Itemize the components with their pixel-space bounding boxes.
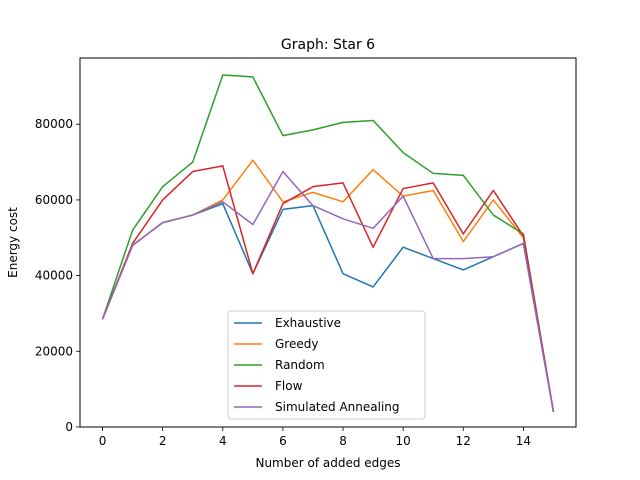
y-axis-label: Energy cost <box>6 207 20 278</box>
chart-title: Graph: Star 6 <box>281 37 375 53</box>
y-tick-label: 0 <box>65 420 73 434</box>
y-tick-label: 60000 <box>35 193 73 207</box>
legend-label-greedy: Greedy <box>275 337 318 351</box>
x-tick-label: 14 <box>516 434 531 448</box>
x-tick-label: 4 <box>219 434 227 448</box>
x-axis-label: Number of added edges <box>255 456 400 470</box>
legend-label-flow: Flow <box>275 379 303 393</box>
legend-label-random: Random <box>275 358 325 372</box>
x-tick-label: 8 <box>339 434 347 448</box>
legend-label-simulated-annealing: Simulated Annealing <box>275 400 400 414</box>
x-tick-label: 0 <box>99 434 107 448</box>
x-tick-label: 6 <box>279 434 287 448</box>
y-tick-label: 20000 <box>35 344 73 358</box>
x-tick-label: 10 <box>396 434 411 448</box>
x-tick-label: 12 <box>456 434 471 448</box>
legend: Exhaustive Greedy Random Flow Simulated Anne… <box>228 311 425 419</box>
y-tick-label: 80000 <box>35 117 73 131</box>
y-tick-label: 40000 <box>35 269 73 283</box>
legend-label-exhaustive: Exhaustive <box>275 316 341 330</box>
x-tick-label: 2 <box>159 434 167 448</box>
